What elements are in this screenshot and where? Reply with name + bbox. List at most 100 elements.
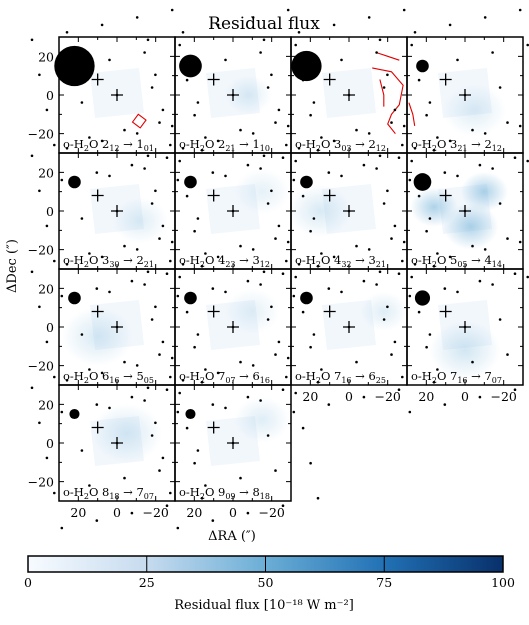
panel: o-H2O 716 → 625 20 0 −20 bbox=[262, 240, 436, 414]
spaxel-dot bbox=[274, 353, 277, 356]
spaxel-dot bbox=[294, 391, 298, 395]
tick-mark bbox=[291, 153, 407, 269]
spaxel-dot bbox=[196, 101, 200, 104]
center-cross bbox=[91, 421, 104, 434]
spaxel-dot bbox=[332, 255, 336, 259]
tick-mark bbox=[291, 37, 407, 153]
spaxel-dot bbox=[30, 38, 34, 42]
center-cross bbox=[343, 89, 355, 101]
tick-mark bbox=[175, 269, 291, 385]
tick-mark bbox=[175, 153, 291, 269]
spaxel-dot bbox=[211, 287, 215, 290]
center-cross bbox=[323, 189, 336, 202]
x-tick-label: 20 bbox=[186, 505, 202, 520]
residual-blob bbox=[443, 203, 499, 250]
tick-mark bbox=[59, 269, 175, 385]
spaxel-dot bbox=[170, 240, 174, 244]
tick-mark bbox=[407, 269, 523, 385]
spaxel-dot bbox=[130, 279, 134, 283]
tick-mark bbox=[407, 37, 523, 153]
spaxel-dot bbox=[355, 244, 358, 248]
spaxel-dot bbox=[417, 310, 421, 314]
spaxel-dot bbox=[286, 240, 290, 244]
spaxel-dot bbox=[355, 128, 358, 132]
spaxel-dot bbox=[367, 16, 371, 19]
center-cross bbox=[227, 205, 239, 217]
spaxel-dot bbox=[417, 78, 421, 82]
transition-label: o-H2O 330 → 221 bbox=[63, 253, 154, 269]
tick-mark bbox=[175, 269, 291, 385]
tick-mark bbox=[291, 153, 407, 269]
residual-blob bbox=[443, 84, 507, 137]
spaxel-dot bbox=[312, 101, 316, 104]
beam-size-marker bbox=[300, 291, 313, 305]
spaxel-dot bbox=[292, 294, 296, 298]
spaxel-dot bbox=[38, 421, 41, 425]
spaxel-dot bbox=[246, 511, 250, 515]
spaxel-dot bbox=[60, 526, 64, 530]
center-cross bbox=[459, 205, 471, 217]
spaxel-dot bbox=[448, 23, 452, 27]
spaxel-dot bbox=[382, 202, 386, 205]
tick-mark bbox=[291, 269, 407, 385]
spaxel-dot bbox=[362, 163, 366, 167]
spaxel-dot bbox=[30, 270, 34, 274]
transition-label: o-H2O 303 → 212 bbox=[295, 137, 386, 153]
spaxel-dot bbox=[135, 364, 139, 367]
spaxel-dot bbox=[200, 148, 204, 152]
tick-mark bbox=[59, 37, 175, 153]
spaxel-dot bbox=[185, 426, 189, 430]
spaxel-dot bbox=[408, 294, 412, 298]
y-tick-label: −20 bbox=[28, 243, 54, 258]
spaxel-dot bbox=[448, 139, 452, 143]
spaxel-dot bbox=[88, 368, 91, 371]
spaxel-dot bbox=[176, 178, 180, 182]
spaxel-dot bbox=[251, 132, 255, 135]
spaxel-dot bbox=[204, 252, 207, 255]
tick-mark bbox=[407, 269, 523, 385]
center-cross bbox=[323, 73, 336, 86]
spaxel-dot bbox=[60, 410, 64, 414]
tick-mark bbox=[59, 385, 175, 501]
spaxel-dot bbox=[65, 379, 69, 382]
spaxel-dot bbox=[292, 410, 296, 414]
spaxel-dot bbox=[428, 333, 432, 336]
spaxel-dot bbox=[393, 108, 397, 112]
spaxel-dot bbox=[309, 113, 312, 117]
spaxel-dot bbox=[185, 310, 189, 314]
transition-label: o-H2O 716 → 707 bbox=[411, 369, 502, 385]
x-tick-label: −20 bbox=[142, 505, 168, 520]
spaxel-dot bbox=[410, 43, 414, 47]
spaxel-dot bbox=[45, 340, 49, 344]
tick-mark bbox=[407, 37, 523, 153]
tick-mark bbox=[175, 153, 291, 269]
spaxel-dot bbox=[95, 287, 99, 290]
spaxel-dot bbox=[259, 399, 262, 402]
spaxel-dot bbox=[382, 318, 386, 321]
spaxel-dot bbox=[491, 283, 494, 286]
spaxel-dot bbox=[143, 167, 146, 170]
tick-mark bbox=[407, 153, 523, 269]
spaxel-dot bbox=[200, 496, 204, 500]
tick-mark bbox=[59, 37, 175, 153]
spaxel-dot bbox=[297, 147, 301, 150]
spaxel-dot bbox=[259, 167, 262, 170]
spaxel-dot bbox=[281, 156, 285, 159]
center-cross bbox=[343, 321, 355, 333]
spaxel-dot bbox=[316, 148, 320, 152]
beam-size-marker bbox=[413, 173, 432, 191]
y-tick-label: −20 bbox=[28, 359, 54, 374]
spaxel-dot bbox=[498, 318, 502, 321]
spaxel-dot bbox=[100, 371, 104, 375]
center-cross bbox=[343, 205, 355, 217]
spaxel-dot bbox=[367, 132, 371, 135]
spaxel-dot bbox=[316, 496, 320, 500]
spaxel-dot bbox=[178, 391, 181, 395]
tick-mark bbox=[59, 153, 175, 269]
tick-mark bbox=[407, 153, 523, 269]
spaxel-dot bbox=[65, 147, 69, 150]
center-cross bbox=[111, 437, 123, 449]
spaxel-dot bbox=[355, 360, 358, 364]
spaxel-dot bbox=[158, 121, 161, 124]
transition-label: o-H2O 321 → 212 bbox=[411, 137, 502, 153]
